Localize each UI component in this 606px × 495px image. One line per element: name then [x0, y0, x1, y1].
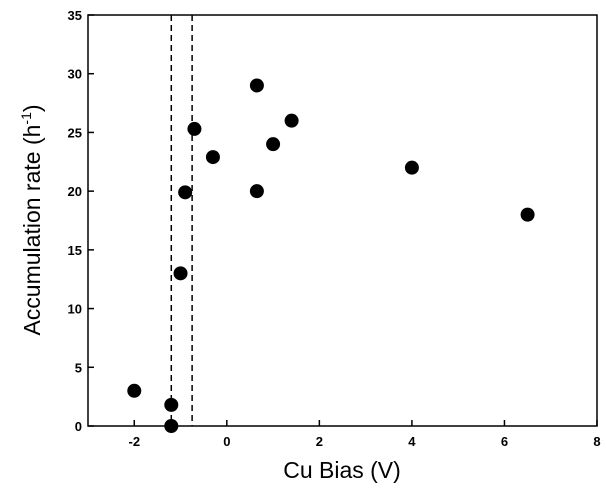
- point: [404, 160, 419, 175]
- x-tick-label: -2: [128, 434, 140, 449]
- point: [187, 121, 202, 136]
- y-tick-label: 25: [68, 125, 82, 140]
- point: [249, 78, 264, 93]
- x-tick-label: 0: [223, 434, 230, 449]
- plot-frame: [87, 14, 598, 427]
- point: [173, 266, 188, 281]
- point: [249, 184, 264, 199]
- point: [164, 397, 179, 412]
- point: [127, 383, 142, 398]
- y-axis-label-main: Accumulation rate (h: [19, 125, 45, 336]
- y-axis-label-sup: -1: [18, 112, 34, 125]
- y-axis-label-end: ): [19, 104, 45, 112]
- x-tick-label: 6: [501, 434, 508, 449]
- x-axis-label: Cu Bias (V): [283, 457, 401, 483]
- point: [520, 207, 535, 222]
- x-tick-label: 2: [316, 434, 323, 449]
- y-tick-label: 0: [75, 419, 82, 434]
- y-axis-label: Accumulation rate (h-1): [18, 104, 45, 335]
- y-tick-label: 20: [68, 184, 82, 199]
- y-tick-label: 35: [68, 8, 82, 23]
- point: [178, 185, 193, 200]
- x-tick-label: 8: [593, 434, 600, 449]
- x-tick-label: 4: [408, 434, 416, 449]
- y-tick-label: 15: [68, 243, 82, 258]
- point: [284, 113, 299, 128]
- y-tick-label: 10: [68, 302, 82, 317]
- point: [164, 419, 179, 433]
- point: [205, 150, 220, 165]
- point: [266, 137, 281, 152]
- y-tick-label: 5: [75, 360, 82, 375]
- y-tick-label: 30: [68, 67, 82, 82]
